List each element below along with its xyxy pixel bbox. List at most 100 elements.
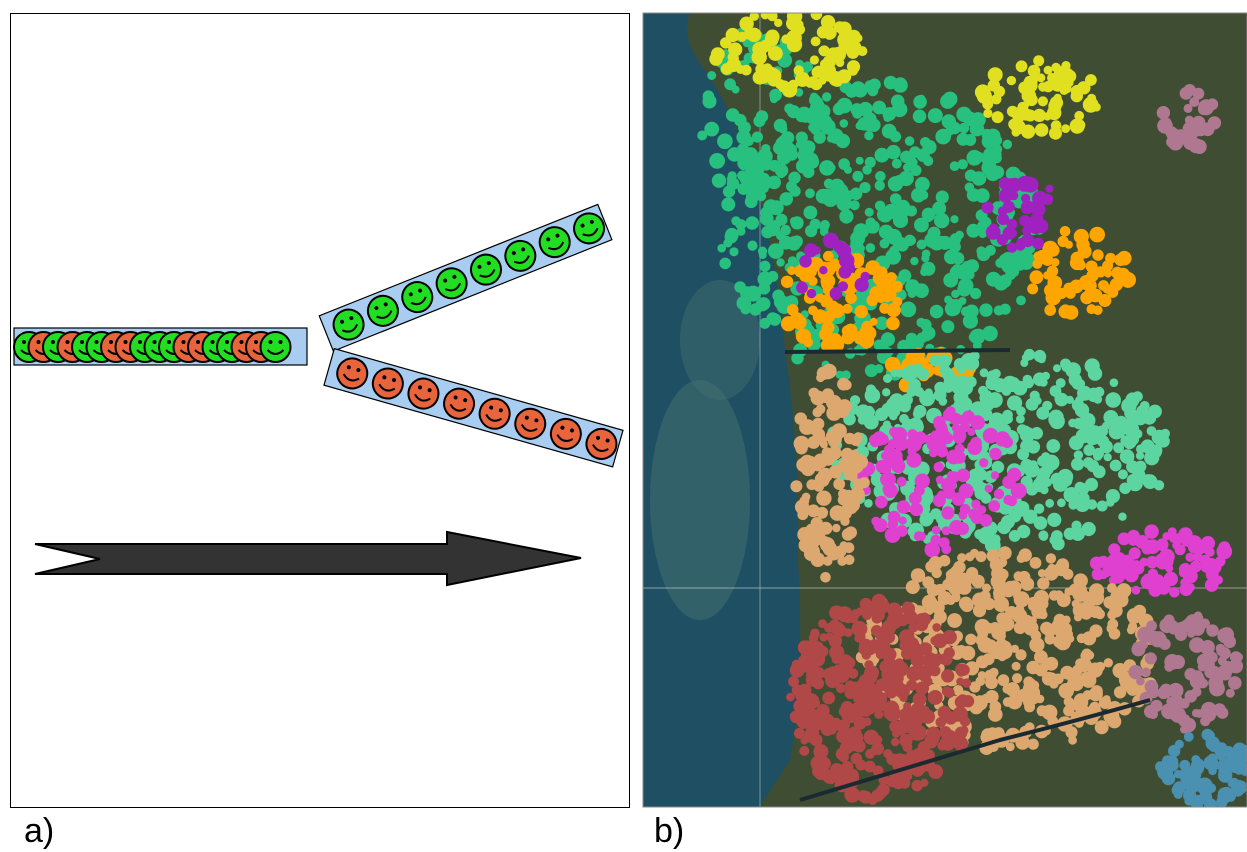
cluster-dot (780, 192, 794, 206)
cluster-dot (976, 551, 987, 562)
cluster-dot (907, 387, 917, 397)
cluster-dot (865, 208, 874, 217)
cluster-dot (1087, 499, 1097, 509)
cluster-dot (1175, 544, 1186, 555)
cluster-dot (745, 195, 758, 208)
cluster-dot (853, 223, 869, 239)
cluster-dot (818, 619, 827, 628)
cluster-dot (965, 634, 976, 645)
cluster-dot (727, 174, 736, 183)
cluster-dot (807, 289, 816, 298)
cluster-dot (1020, 459, 1033, 472)
cluster-dot (844, 628, 853, 637)
cluster-dot (886, 229, 902, 245)
cluster-dot (1007, 468, 1021, 482)
cluster-dot (949, 241, 961, 253)
cluster-dot (1039, 610, 1048, 619)
cluster-dot (820, 572, 831, 583)
cluster-dot (1060, 86, 1069, 95)
cluster-dot (1048, 564, 1057, 573)
cluster-dot (1121, 402, 1131, 412)
cluster-dot (1029, 616, 1037, 624)
cluster-dot (709, 153, 725, 169)
eye (211, 340, 215, 344)
cluster-dot (841, 448, 854, 461)
cluster-dot (957, 580, 971, 594)
cluster-dot (1054, 562, 1069, 577)
cluster-dot (875, 180, 885, 190)
cluster-dot (1061, 124, 1070, 133)
cluster-dot (790, 480, 802, 492)
cluster-dot (829, 620, 841, 632)
cluster-dot (828, 548, 840, 560)
smiley (261, 332, 291, 362)
cluster-dot (945, 301, 960, 316)
cluster-dot (1185, 553, 1194, 562)
cluster-dot (948, 471, 960, 483)
cluster-dot (998, 546, 1012, 560)
cluster-dot (1089, 590, 1104, 605)
cluster-dot (1085, 609, 1094, 618)
cluster-dot (1136, 677, 1145, 686)
cluster-dot (913, 95, 927, 109)
cluster-dot (940, 735, 956, 751)
cluster-dot (1021, 234, 1034, 247)
cluster-dot (804, 206, 818, 220)
cluster-dot (1093, 305, 1103, 315)
cluster-dot (901, 367, 916, 382)
cluster-dot (1094, 395, 1103, 404)
cluster-dot (747, 241, 757, 251)
cluster-dot (940, 430, 951, 441)
figure: a) b) (0, 0, 1247, 852)
cluster-dot (910, 503, 923, 516)
cluster-dot (850, 188, 863, 201)
cluster-dot (901, 647, 914, 660)
cluster-dot (1107, 553, 1123, 569)
cluster-dot (755, 48, 763, 56)
eye (124, 340, 128, 344)
cluster-dot (844, 555, 854, 565)
cluster-dot (832, 655, 841, 664)
cluster-dot (1119, 483, 1131, 495)
cluster-dot (989, 622, 1001, 634)
cluster-dot (931, 440, 947, 456)
cluster-dot (923, 156, 933, 166)
cluster-dot (977, 89, 992, 104)
cluster-dot (1197, 778, 1213, 794)
cluster-dot (930, 305, 944, 319)
cluster-dot (809, 633, 818, 642)
cluster-dot (1199, 659, 1208, 668)
cluster-dot (892, 297, 902, 307)
cluster-dot (1035, 123, 1049, 137)
cluster-dot (910, 725, 919, 734)
cluster-dot (822, 67, 836, 81)
cluster-dot (805, 188, 815, 198)
cluster-dot (981, 493, 992, 504)
cluster-dot (955, 444, 965, 454)
cluster-dot (1017, 448, 1029, 460)
cluster-dot (836, 196, 851, 211)
cluster-dot (1053, 364, 1061, 372)
cluster-dot (797, 657, 813, 673)
cluster-dot (917, 368, 929, 380)
cluster-dot (957, 282, 971, 296)
cluster-dot (1175, 740, 1184, 749)
cluster-dot (844, 433, 856, 445)
cluster-dot (979, 591, 990, 602)
cluster-dot (1230, 651, 1242, 663)
cluster-dot (1065, 288, 1076, 299)
cluster-dot (1104, 658, 1113, 667)
cluster-dot (904, 235, 915, 246)
cluster-dot (889, 412, 897, 420)
cluster-dot (1093, 451, 1102, 460)
cluster-dot (866, 384, 876, 394)
cluster-dot (763, 199, 778, 214)
cluster-dot (737, 32, 747, 42)
cluster-dot (995, 431, 1010, 446)
cluster-dot (965, 170, 977, 182)
eye (225, 340, 229, 344)
cluster-dot (1027, 283, 1038, 294)
cluster-dot (808, 726, 818, 736)
cluster-dot (1116, 268, 1130, 282)
cluster-dot (1070, 256, 1084, 270)
